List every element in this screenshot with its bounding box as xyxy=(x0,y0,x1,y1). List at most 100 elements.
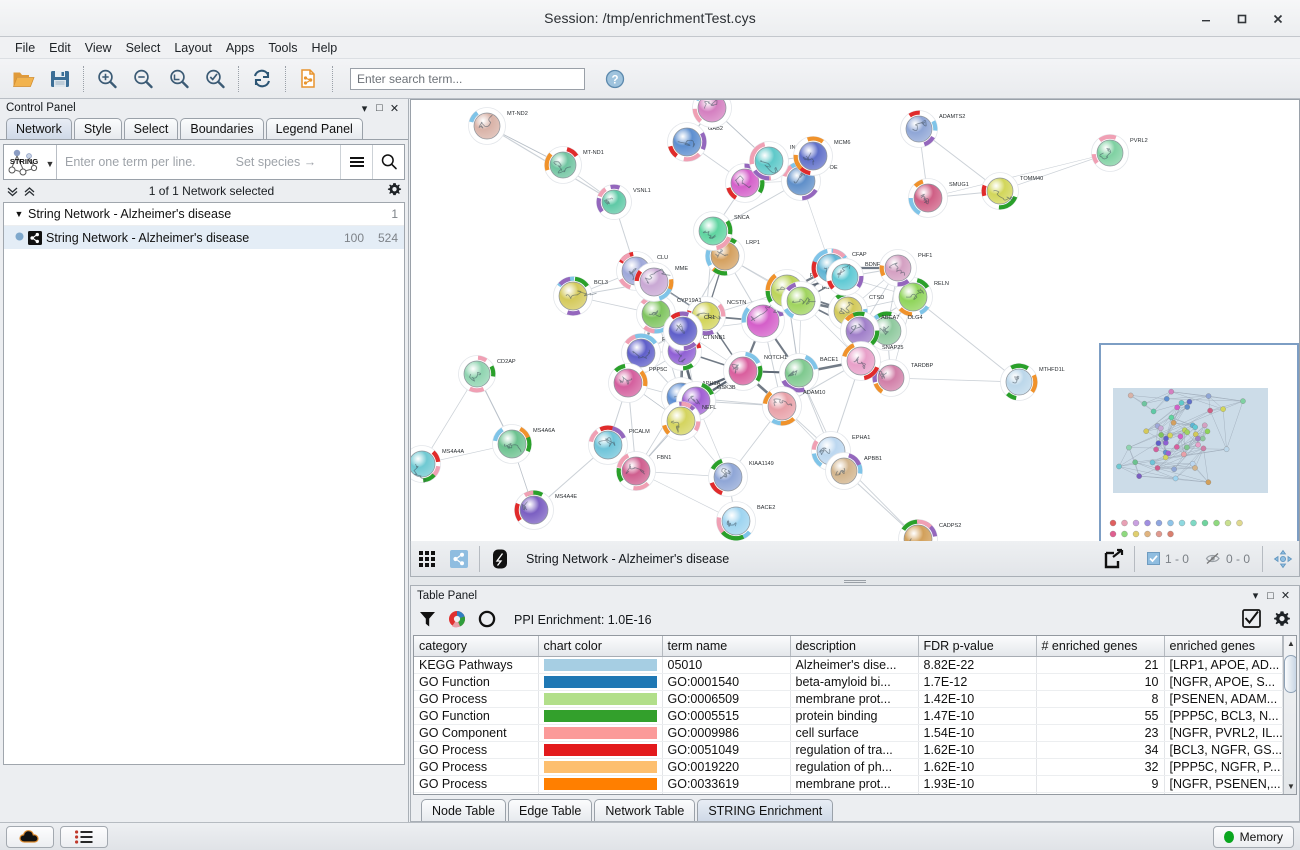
memory-button[interactable]: Memory xyxy=(1212,825,1294,848)
node-sphere[interactable] xyxy=(558,281,588,311)
scrollbar-track[interactable] xyxy=(1283,651,1296,779)
node-sphere[interactable] xyxy=(639,267,669,297)
help-icon[interactable]: ? xyxy=(597,62,633,96)
node-sphere[interactable] xyxy=(986,177,1014,205)
network-node[interactable]: PPP5C xyxy=(608,363,668,403)
enrichment-table[interactable]: category chart color term name description F… xyxy=(413,635,1297,795)
table-vertical-scrollbar[interactable]: ▲ ▼ xyxy=(1282,636,1296,794)
refresh-icon[interactable] xyxy=(244,62,280,96)
node-sphere[interactable] xyxy=(473,112,501,140)
menu-tools[interactable]: Tools xyxy=(268,40,298,55)
network-node[interactable]: PVRL2 xyxy=(1091,134,1148,172)
node-sphere[interactable] xyxy=(786,286,816,316)
table-row[interactable]: GO Process GO:0051049 regulation of tra...… xyxy=(414,741,1283,759)
grid-layout-icon[interactable] xyxy=(411,544,443,574)
table-header-row[interactable]: category chart color term name description F… xyxy=(414,636,1283,657)
tab-network[interactable]: Network xyxy=(6,118,72,139)
node-sphere[interactable] xyxy=(698,216,728,246)
table-row[interactable]: GO Process GO:0006509 membrane prot... 1.42… xyxy=(414,690,1283,708)
control-panel-float-icon[interactable]: □ xyxy=(376,102,383,114)
new-network-from-selection-icon[interactable] xyxy=(291,62,327,96)
save-session-icon[interactable] xyxy=(42,62,78,96)
minimize-button[interactable] xyxy=(1188,4,1224,34)
zoom-out-icon[interactable] xyxy=(125,62,161,96)
node-sphere[interactable] xyxy=(845,316,875,346)
zoom-fit-icon[interactable] xyxy=(161,62,197,96)
control-panel-dropdown-icon[interactable]: ▾ xyxy=(361,102,368,115)
node-sphere[interactable] xyxy=(1005,368,1033,396)
filter-icon[interactable] xyxy=(419,610,436,631)
node-sphere[interactable] xyxy=(601,189,627,215)
network-node[interactable]: BCL3 xyxy=(553,276,609,316)
network-node[interactable]: VSNL1 xyxy=(596,184,651,220)
tab-edge-table[interactable]: Edge Table xyxy=(508,799,593,821)
column-header-fdr-p-value[interactable]: FDR p-value xyxy=(918,636,1037,657)
tab-node-table[interactable]: Node Table xyxy=(421,799,507,821)
table-row[interactable]: GO Process GO:0050435beta-amyloid m...2.0… xyxy=(414,792,1283,794)
network-node[interactable]: CR1 xyxy=(663,311,716,351)
menu-view[interactable]: View xyxy=(84,40,112,55)
network-node[interactable]: APOE xyxy=(781,161,838,201)
network-node[interactable]: SNAP25 xyxy=(841,341,904,381)
gear-icon[interactable] xyxy=(1273,610,1291,631)
fit-content-icon[interactable] xyxy=(1267,544,1299,574)
network-node[interactable]: NEFL xyxy=(661,401,717,441)
tab-boundaries[interactable]: Boundaries xyxy=(180,118,264,139)
tree-group-row[interactable]: ▼ String Network - Alzheimer's disease 1 xyxy=(4,203,404,226)
control-panel-close-icon[interactable]: ✕ xyxy=(389,102,400,115)
horizontal-splitter[interactable] xyxy=(410,577,1300,585)
menu-help[interactable]: Help xyxy=(311,40,338,55)
network-node[interactable]: RYR3 xyxy=(692,100,748,128)
menu-layout[interactable]: Layout xyxy=(174,40,212,55)
network-node[interactable]: TOMM40 xyxy=(981,172,1044,210)
node-sphere[interactable] xyxy=(549,151,577,179)
birds-eye-view[interactable] xyxy=(1099,343,1299,543)
network-node[interactable]: MT-ND2 xyxy=(468,107,528,145)
network-node[interactable]: MS4A4E xyxy=(514,490,578,530)
node-sphere[interactable] xyxy=(846,346,876,376)
network-node[interactable]: MT-ND1 xyxy=(544,146,604,184)
share-network-icon[interactable] xyxy=(443,544,475,574)
node-sphere[interactable] xyxy=(613,368,643,398)
column-header-term-name[interactable]: term name xyxy=(662,636,791,657)
node-sphere[interactable] xyxy=(746,304,780,338)
column-header--enriched-genes[interactable]: # enriched genes xyxy=(1036,636,1165,657)
task-list-icon[interactable] xyxy=(60,825,108,848)
network-node[interactable]: ABCA7 xyxy=(840,311,900,351)
network-node[interactable]: KIAA1149 xyxy=(708,457,774,497)
node-sphere[interactable] xyxy=(898,282,928,312)
table-row[interactable]: KEGG Pathways 05010 Alzheimer's dise... 8.8… xyxy=(414,656,1283,674)
node-sphere[interactable] xyxy=(672,127,702,157)
network-node[interactable]: APBB1 xyxy=(825,452,883,490)
network-node[interactable]: MS4A6A xyxy=(492,424,556,464)
export-image-icon[interactable] xyxy=(1098,544,1130,574)
network-node[interactable]: SNCA xyxy=(693,211,750,251)
table-row[interactable]: GO Process GO:0033619 membrane prot... 1.93… xyxy=(414,775,1283,793)
table-body[interactable]: KEGG Pathways 05010 Alzheimer's dise... 8.8… xyxy=(414,656,1283,794)
network-node[interactable]: MME xyxy=(634,262,689,302)
node-sphere[interactable] xyxy=(713,462,743,492)
network-graph[interactable]: MT-ND2 MT-ND1 VSNL1 GAB2RYR3 ADAMTS2 PVRL2 TOM… xyxy=(411,100,1299,576)
table-row[interactable]: GO Component GO:0009986 cell surface 1.54E-… xyxy=(414,724,1283,742)
tab-style[interactable]: Style xyxy=(73,118,122,139)
maximize-button[interactable] xyxy=(1224,4,1260,34)
string-term-input[interactable]: Enter one term per line. Set species → xyxy=(56,145,340,179)
node-sphere[interactable] xyxy=(626,338,656,368)
node-sphere[interactable] xyxy=(831,263,859,291)
network-node[interactable]: PICALM xyxy=(588,425,651,465)
gear-icon[interactable] xyxy=(387,182,402,200)
node-sphere[interactable] xyxy=(784,358,814,388)
network-node[interactable]: BACE2 xyxy=(716,501,776,541)
node-sphere[interactable] xyxy=(697,100,727,123)
network-node[interactable]: FBN1 xyxy=(616,451,672,491)
set-species-link[interactable]: Set species → xyxy=(235,155,317,169)
network-node[interactable]: MS4A4A xyxy=(411,445,464,483)
menu-edit[interactable]: Edit xyxy=(49,40,71,55)
scrollbar-thumb[interactable] xyxy=(1284,655,1296,693)
network-node[interactable]: MCM6 xyxy=(793,136,851,176)
node-sphere[interactable] xyxy=(721,506,751,536)
expand-triangle-icon[interactable]: ▼ xyxy=(14,209,24,219)
node-sphere[interactable] xyxy=(798,141,828,171)
node-sphere[interactable] xyxy=(621,456,651,486)
menu-select[interactable]: Select xyxy=(125,40,161,55)
